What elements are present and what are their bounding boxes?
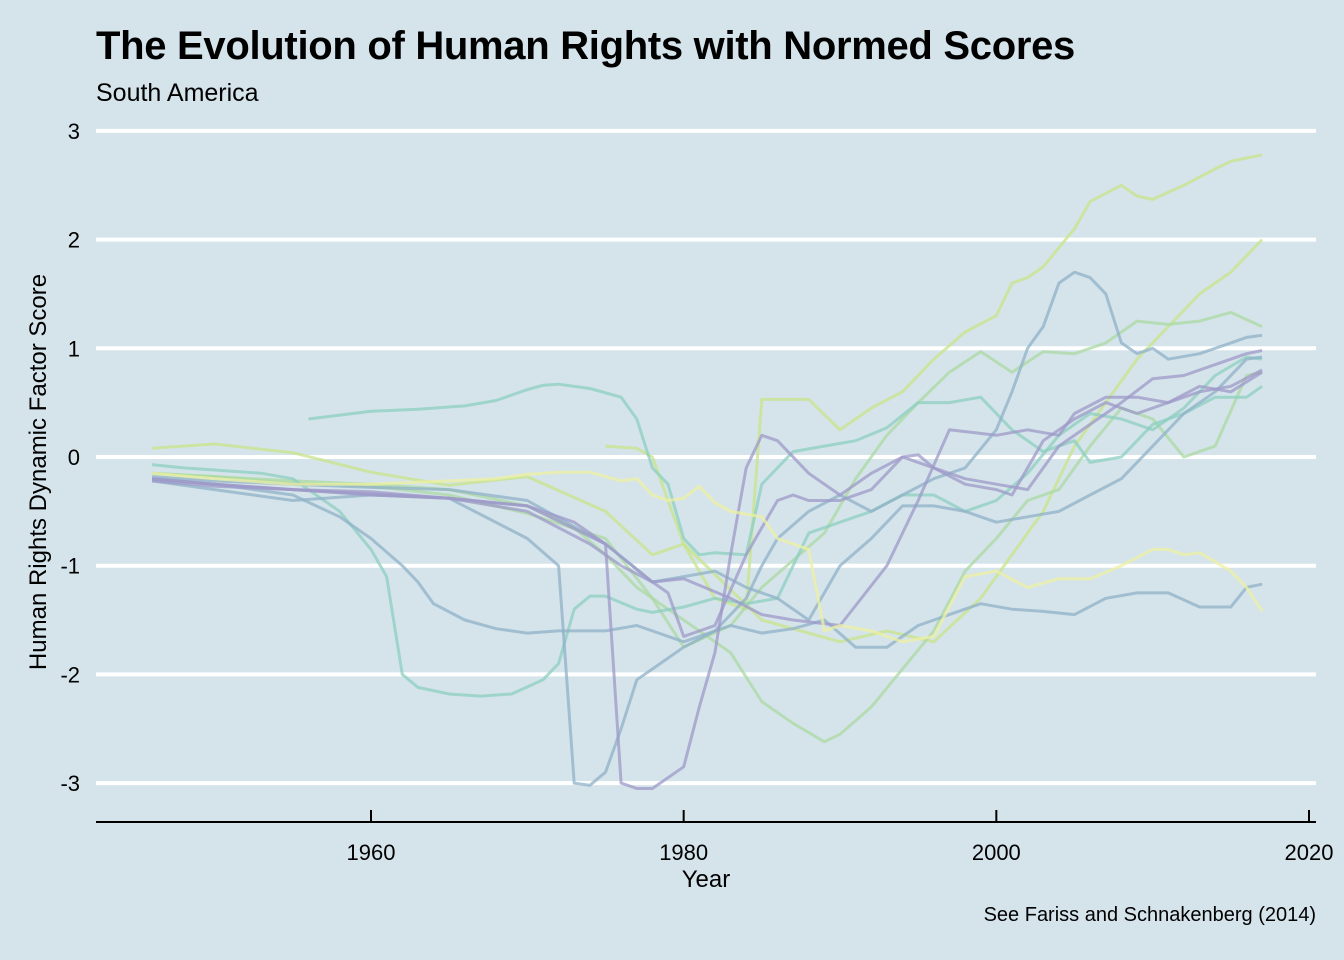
series-line-3 (152, 370, 1263, 744)
y-tick-label: 2 (68, 228, 80, 253)
series-line-10 (151, 370, 1263, 790)
series-line-6 (308, 382, 1263, 557)
series-line-13 (151, 470, 1264, 644)
chart-caption: See Fariss and Schnakenberg (2014) (983, 904, 1316, 926)
y-tick-label: -3 (60, 771, 80, 796)
chart-title: The Evolution of Human Rights with Norme… (96, 24, 1075, 68)
y-tick-label: -1 (60, 554, 80, 579)
x-tick-label: 1980 (659, 840, 708, 865)
x-tick-label: 2020 (1285, 840, 1334, 865)
series-line-4 (152, 310, 1263, 649)
axis-layer: 1960 1980 2000 2020 (96, 810, 1333, 865)
series-line-2 (605, 153, 1263, 611)
x-tick-label: 2000 (972, 840, 1021, 865)
y-tick-label: 1 (68, 336, 80, 361)
series-line-8 (151, 270, 1263, 787)
series-line-5 (151, 355, 1263, 698)
grid-layer: -3 -2 -1 0 1 2 3 (60, 119, 1316, 796)
y-tick-label: 0 (68, 445, 80, 470)
series-layer (151, 153, 1264, 790)
x-tick-label: 1960 (347, 840, 396, 865)
y-tick-label: -2 (60, 662, 80, 687)
x-axis-title: Year (682, 866, 731, 893)
series-line-9 (151, 355, 1263, 622)
series-line-12 (151, 368, 1263, 627)
series-line-11 (151, 349, 1263, 638)
chart-subtitle: South America (96, 79, 259, 107)
series-line-7 (151, 477, 1263, 649)
y-tick-label: 3 (68, 119, 80, 144)
y-axis-title: Human Rights Dynamic Factor Score (25, 274, 52, 670)
